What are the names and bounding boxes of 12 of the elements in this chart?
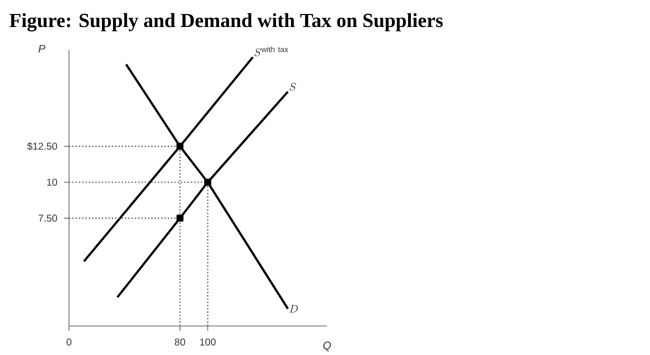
x-tick-label: 80 xyxy=(174,338,186,346)
y-tick-label: 10 xyxy=(47,178,58,186)
x-tick-label: 100 xyxy=(200,338,216,346)
series-label: $D$ xyxy=(290,305,298,312)
y-axis-title: P xyxy=(38,44,46,52)
y-tick-label: 7.50 xyxy=(38,214,58,222)
x-tick-label: 0 xyxy=(66,338,72,346)
y-tick-label: $12.50 xyxy=(27,142,58,150)
x-axis-title: Q xyxy=(323,342,331,352)
series-label: $S^{\mathrm{with\ tax}}$ xyxy=(254,46,288,56)
series-label: $S$ xyxy=(290,82,296,91)
chart-title: Figure: Supply and Demand with Tax on Suppliers xyxy=(10,13,443,32)
